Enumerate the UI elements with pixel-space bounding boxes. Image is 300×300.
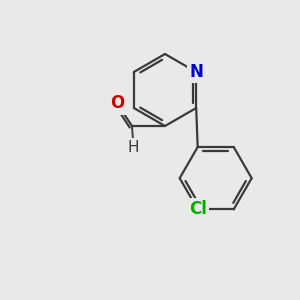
Text: O: O <box>110 94 124 112</box>
Text: N: N <box>189 63 203 81</box>
Text: Cl: Cl <box>189 200 207 218</box>
Text: H: H <box>128 140 139 155</box>
